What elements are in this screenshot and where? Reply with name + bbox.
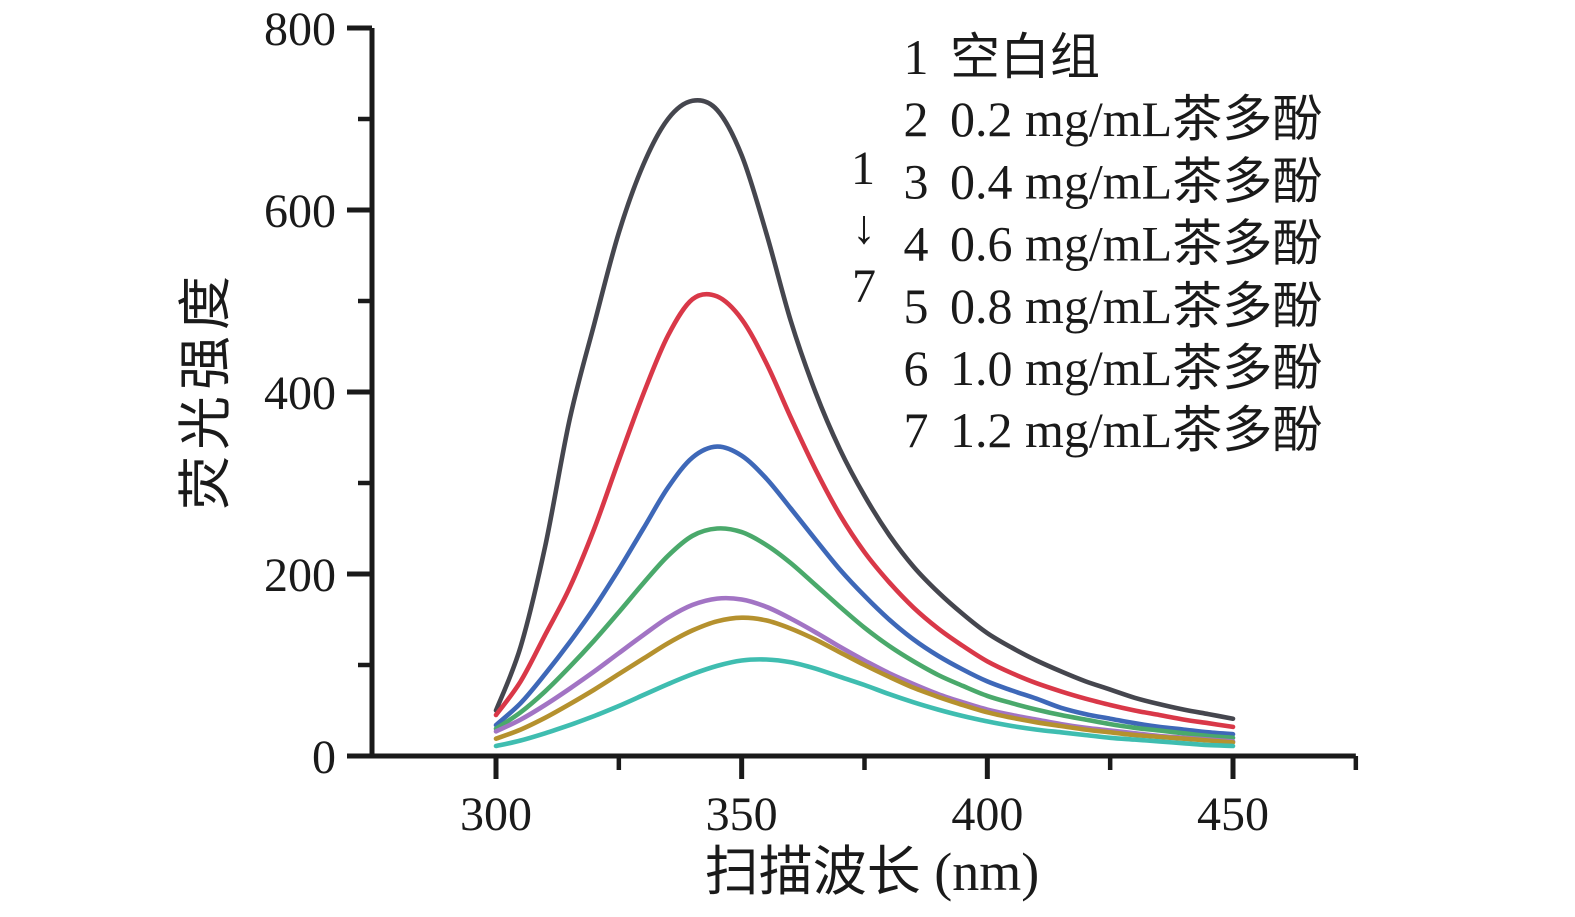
legend-index-1: 1 [904,29,929,85]
legend-index-5: 5 [904,278,929,334]
curve-7 [493,657,1236,749]
legend: 1 空白组 2 0.2 mg/mL茶多酚 3 0.4 mg/mL茶多酚 4 0.6 mg/mL… [904,29,1323,458]
legend-item-4: 4 0.6 mg/mL茶多酚 [904,216,1323,272]
annotation-bottom-number: 7 [852,260,876,313]
y-axis-label: 荧光强度 [176,270,236,510]
x-tick-label-450: 450 [1197,788,1269,841]
legend-index-6: 6 [904,340,929,396]
legend-index-3: 3 [904,153,929,209]
x-axis-label: 扫描波长 (nm) [705,842,1039,902]
curve-2 [493,291,1236,730]
legend-item-5: 5 0.8 mg/mL茶多酚 [904,278,1323,334]
y-tick-label-200: 200 [264,549,336,602]
y-tick-label-400: 400 [264,367,336,420]
curve-3 [493,444,1236,737]
x-tick-label-300: 300 [460,788,532,841]
legend-item-1: 1 空白组 [904,29,1101,85]
y-tick-label-0: 0 [312,731,336,784]
legend-label-6: 1.0 mg/mL茶多酚 [950,340,1322,396]
legend-label-7: 1.2 mg/mL茶多酚 [950,402,1322,458]
y-tick-label-600: 600 [264,185,336,238]
legend-item-7: 7 1.2 mg/mL茶多酚 [904,402,1323,458]
series-order-annotation: 1 ↓ 7 [851,142,876,313]
legend-label-5: 0.8 mg/mL茶多酚 [950,278,1322,334]
legend-label-2: 0.2 mg/mL茶多酚 [950,91,1322,147]
legend-item-2: 2 0.2 mg/mL茶多酚 [904,91,1323,147]
annotation-top-number: 1 [851,142,875,195]
curve-4 [493,526,1236,741]
tick-labels: 0 200 400 600 800 300 350 400 450 [264,3,1269,841]
annotation-down-arrow-icon: ↓ [852,201,876,254]
legend-index-7: 7 [904,402,929,458]
legend-index-4: 4 [904,216,929,272]
legend-index-2: 2 [904,91,929,147]
spectra-curves [493,98,1236,749]
x-tick-label-400: 400 [951,788,1023,841]
legend-label-3: 0.4 mg/mL茶多酚 [950,153,1322,209]
x-tick-label-350: 350 [706,788,778,841]
axis-ticks [347,25,1359,779]
curve-1 [493,98,1236,721]
curve-6 [493,615,1236,745]
legend-item-6: 6 1.0 mg/mL茶多酚 [904,340,1323,396]
y-tick-label-800: 800 [264,3,336,56]
legend-label-1: 空白组 [950,29,1100,85]
legend-label-4: 0.6 mg/mL茶多酚 [950,216,1322,272]
legend-item-3: 3 0.4 mg/mL茶多酚 [904,153,1323,209]
